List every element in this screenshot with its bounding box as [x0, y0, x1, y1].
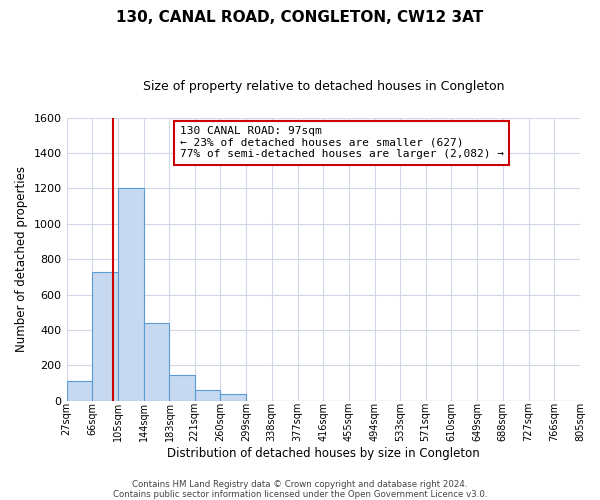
Bar: [118, 188, 144, 400]
Bar: [144, 323, 169, 400]
Bar: [169, 375, 194, 400]
Title: Size of property relative to detached houses in Congleton: Size of property relative to detached ho…: [143, 80, 504, 93]
Y-axis label: Number of detached properties: Number of detached properties: [15, 166, 28, 352]
X-axis label: Distribution of detached houses by size in Congleton: Distribution of detached houses by size …: [167, 447, 479, 460]
Bar: [92, 272, 118, 400]
Bar: [220, 394, 246, 400]
Text: 130, CANAL ROAD, CONGLETON, CW12 3AT: 130, CANAL ROAD, CONGLETON, CW12 3AT: [116, 10, 484, 25]
Text: 130 CANAL ROAD: 97sqm
← 23% of detached houses are smaller (627)
77% of semi-det: 130 CANAL ROAD: 97sqm ← 23% of detached …: [179, 126, 503, 160]
Text: Contains HM Land Registry data © Crown copyright and database right 2024.
Contai: Contains HM Land Registry data © Crown c…: [113, 480, 487, 499]
Bar: [67, 381, 92, 400]
Bar: [194, 390, 220, 400]
